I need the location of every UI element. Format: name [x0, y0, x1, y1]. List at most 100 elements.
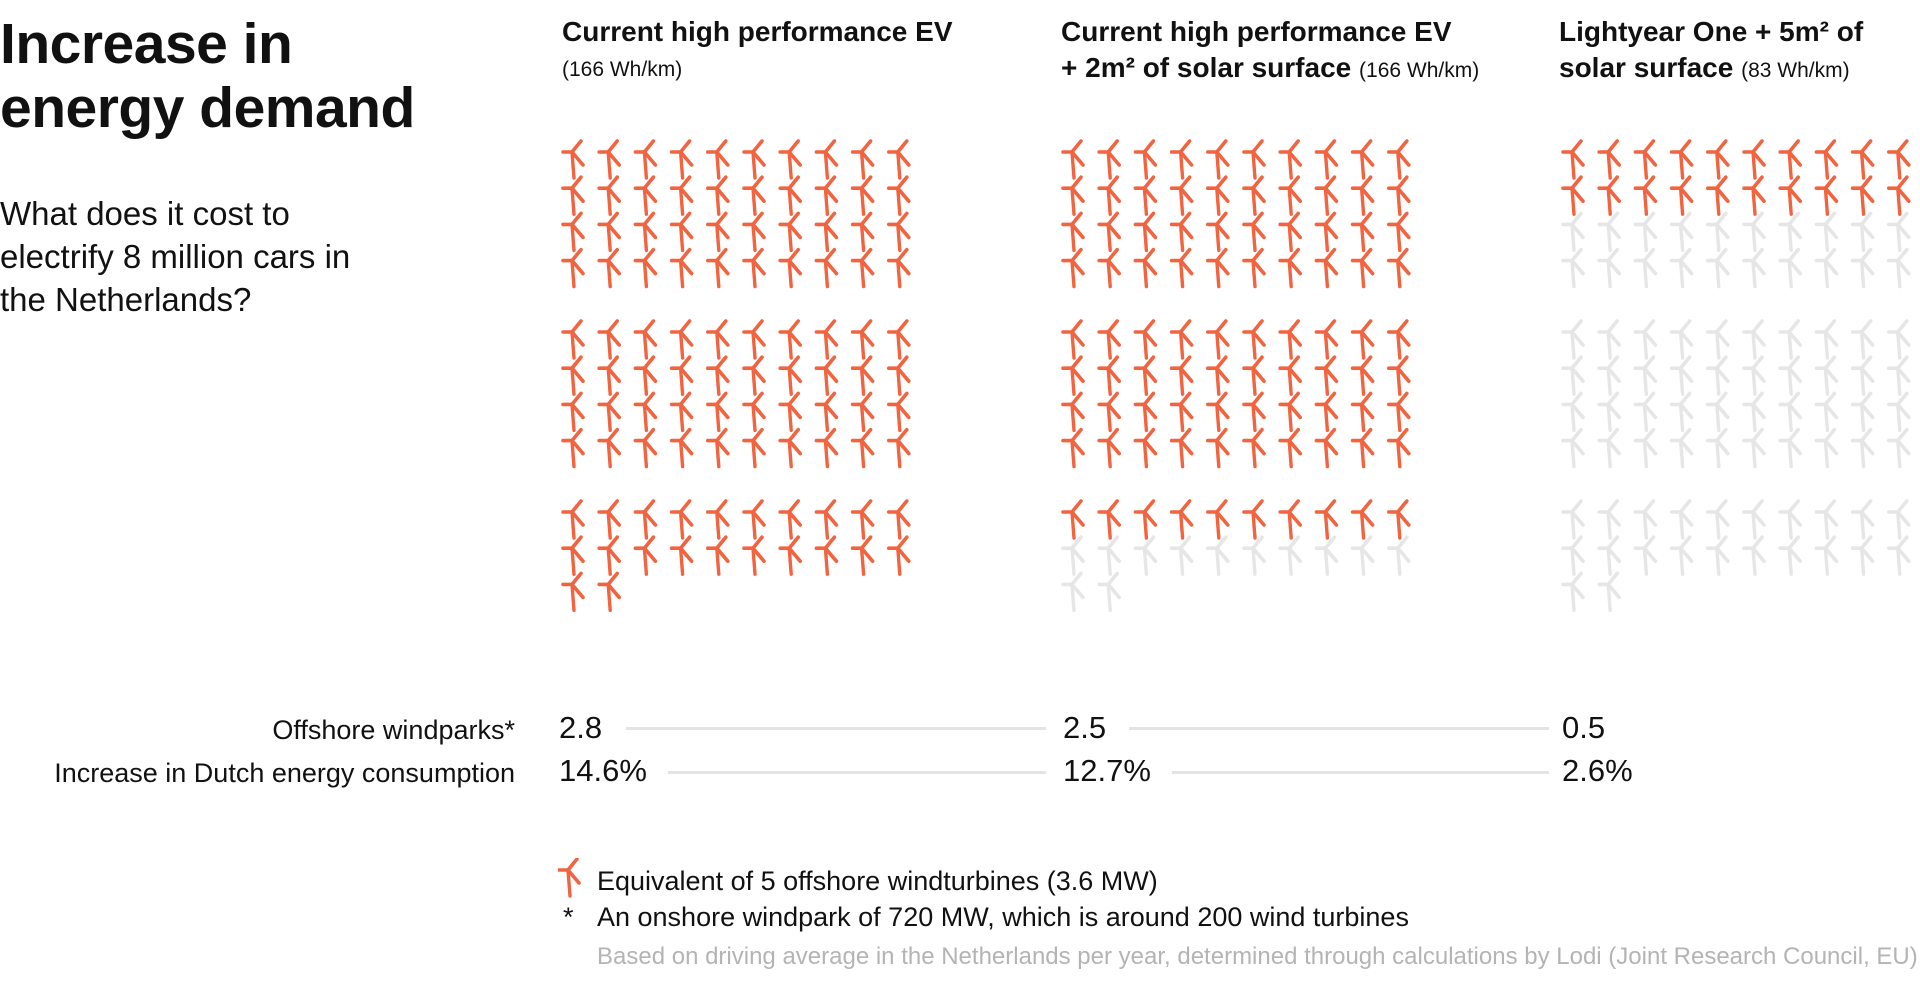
- wind-turbine-icon: [597, 571, 622, 613]
- wind-turbine-icon: [1387, 499, 1411, 540]
- wind-turbine-icon: [705, 355, 730, 397]
- wind-turbine-icon: [597, 499, 622, 540]
- wind-turbine-icon-inactive: [1850, 427, 1875, 469]
- wind-turbine-icon: [1206, 391, 1230, 433]
- wind-turbine-icon: [597, 391, 622, 433]
- wind-turbine-icon: [1350, 499, 1375, 540]
- wind-turbine-icon: [886, 175, 911, 216]
- wind-turbine-icon: [705, 175, 730, 216]
- wind-turbine-icon-inactive: [1887, 427, 1911, 469]
- wind-turbine-icon: [1206, 175, 1230, 216]
- wind-turbine-icon: [1242, 499, 1266, 540]
- wind-turbine-icon: [1278, 355, 1302, 397]
- wind-turbine-icon: [1278, 499, 1302, 540]
- legend-icon-text: Equivalent of 5 offshore windturbines (3…: [597, 866, 1158, 896]
- wind-turbine-icon: [705, 535, 730, 577]
- wind-turbine-icon: [778, 427, 803, 469]
- wind-turbine-icon: [1097, 427, 1121, 469]
- wind-turbine-icon: [1097, 499, 1121, 540]
- wind-turbine-icon: [1561, 175, 1585, 216]
- wind-turbine-icon: [1314, 211, 1339, 253]
- wind-turbine-icon: [1350, 427, 1375, 469]
- wind-turbine-icon: [886, 247, 911, 289]
- wind-turbine-icon-inactive: [1561, 427, 1585, 469]
- wind-turbine-icon: [778, 211, 803, 253]
- wind-turbine-icon-inactive: [1850, 319, 1875, 360]
- col-2-consumption-rule: [1172, 771, 1549, 774]
- wind-turbine-icon-inactive: [1061, 535, 1085, 577]
- wind-turbine-icon: [1206, 139, 1230, 180]
- wind-turbine-icon: [1742, 175, 1766, 216]
- wind-turbine-icon: [1242, 175, 1266, 216]
- wind-turbine-icon: [1206, 211, 1230, 253]
- wind-turbine-icon-inactive: [1887, 247, 1911, 289]
- wind-turbine-icon: [597, 247, 622, 289]
- wind-turbine-icon: [778, 175, 803, 216]
- wind-turbine-icon: [669, 535, 694, 577]
- wind-turbine-icon: [1061, 175, 1085, 216]
- wind-turbine-icon: [886, 535, 911, 577]
- wind-turbine-icon: [1278, 391, 1302, 433]
- wind-turbine-icon-inactive: [1742, 211, 1766, 253]
- wind-turbine-icon: [633, 355, 658, 397]
- wind-turbine-icon: [1778, 175, 1802, 216]
- wind-turbine-icon-inactive: [1242, 535, 1266, 577]
- wind-turbine-icon: [1350, 355, 1375, 397]
- wind-turbine-icon: [814, 139, 839, 180]
- wind-turbine-icon-inactive: [1887, 355, 1911, 397]
- wind-turbine-icon: [669, 319, 694, 360]
- wind-turbine-icon: [778, 247, 803, 289]
- wind-turbine-icon: [1242, 355, 1266, 397]
- wind-turbine-icon: [778, 391, 803, 433]
- wind-turbine-icon-inactive: [1669, 535, 1694, 577]
- wind-turbine-icon: [1278, 211, 1302, 253]
- wind-turbine-icon-inactive: [1561, 535, 1585, 577]
- wind-turbine-icon: [669, 247, 694, 289]
- wind-turbine-icon: [705, 391, 730, 433]
- wind-turbine-icon: [1097, 391, 1121, 433]
- wind-turbine-icon: [1242, 391, 1266, 433]
- wind-turbine-icon-inactive: [1706, 499, 1730, 540]
- wind-turbine-icon: [1133, 391, 1158, 433]
- wind-turbine-icon: [850, 211, 875, 253]
- wind-turbine-icon: [1242, 139, 1266, 180]
- wind-turbine-icon: [1314, 247, 1339, 289]
- wind-turbine-icon-inactive: [1633, 391, 1658, 433]
- wind-turbine-icon: [850, 355, 875, 397]
- wind-turbine-icon: [561, 535, 585, 577]
- wind-turbine-icon: [778, 535, 803, 577]
- wind-turbine-icon-inactive: [1706, 427, 1730, 469]
- wind-turbine-icon: [633, 139, 658, 180]
- wind-turbine-icon-inactive: [1097, 571, 1121, 613]
- wind-turbine-icon: [1133, 499, 1158, 540]
- wind-turbine-icon: [1387, 211, 1411, 253]
- wind-turbine-icon-inactive: [1814, 391, 1839, 433]
- wind-turbine-icon-inactive: [1887, 319, 1911, 360]
- wind-turbine-icon: [742, 499, 766, 540]
- wind-turbine-icon-inactive: [1850, 391, 1875, 433]
- wind-turbine-icon: [597, 535, 622, 577]
- wind-turbine-icon: [1387, 355, 1411, 397]
- wind-turbine-icon: [1133, 355, 1158, 397]
- wind-turbine-icon-inactive: [1669, 355, 1694, 397]
- wind-turbine-icon: [1278, 247, 1302, 289]
- wind-turbine-icon: [1387, 391, 1411, 433]
- col-2-windparks-value: 2.5: [1063, 710, 1107, 745]
- wind-turbine-icon-inactive: [1887, 535, 1911, 577]
- wind-turbine-icon-inactive: [1633, 355, 1658, 397]
- wind-turbine-icon: [1387, 427, 1411, 469]
- wind-turbine-icon: [1169, 211, 1194, 253]
- wind-turbine-icon: [1814, 139, 1839, 180]
- wind-turbine-icon: [1133, 427, 1158, 469]
- wind-turbine-icon-inactive: [1742, 499, 1766, 540]
- wind-turbine-icon: [633, 175, 658, 216]
- wind-turbine-icon: [669, 427, 694, 469]
- wind-turbine-icon-inactive: [1850, 247, 1875, 289]
- wind-turbine-icon: [742, 427, 766, 469]
- wind-turbine-icon: [1061, 319, 1085, 360]
- column-1-unit: (166 Wh/km): [562, 58, 683, 81]
- wind-turbine-icon: [1061, 139, 1085, 180]
- wind-turbine-icon: [778, 499, 803, 540]
- wind-turbine-icon: [1169, 319, 1194, 360]
- wind-turbine-icon-inactive: [1669, 427, 1694, 469]
